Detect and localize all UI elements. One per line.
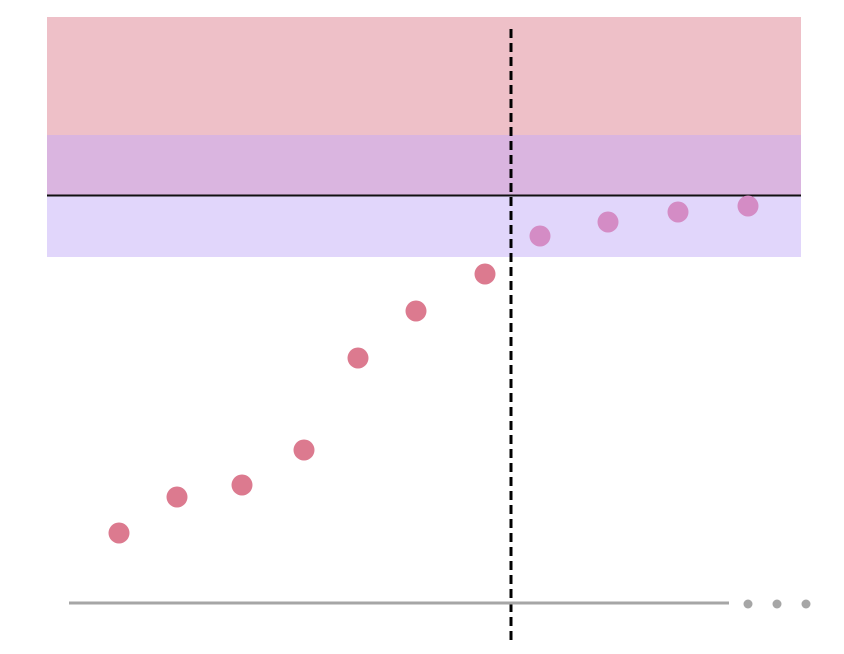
upper-band [47,17,801,135]
ellipsis-dot [743,599,753,609]
data-point [529,225,551,247]
ellipsis-dot [772,599,782,609]
data-point [405,300,427,322]
ellipsis-icon [743,599,811,609]
data-point [597,211,619,233]
points-layer [108,195,759,544]
data-point [231,474,253,496]
overlap-band [47,135,801,195]
ellipsis-dot [801,599,811,609]
data-point [166,486,188,508]
data-point [667,201,689,223]
data-point [108,522,130,544]
bands-layer [47,17,801,257]
data-point [737,195,759,217]
data-point [474,263,496,285]
data-point [293,439,315,461]
lower-band [47,195,801,257]
data-point [347,347,369,369]
